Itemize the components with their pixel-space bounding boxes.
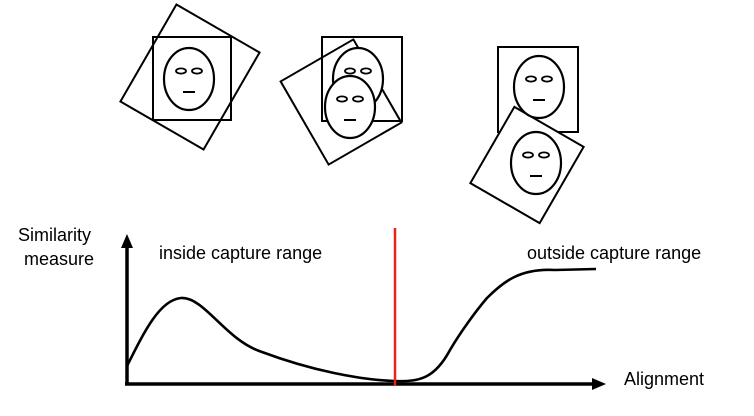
face-icon: [509, 130, 563, 196]
face-icon: [512, 54, 566, 120]
outside-capture-range-label: outside capture range: [527, 243, 702, 263]
similarity-curve: [125, 267, 597, 383]
image-pair-slight-offset: [279, 36, 403, 166]
y-axis-label-line1: Similarity: [18, 225, 92, 245]
x-axis-label: Alignment: [624, 369, 705, 389]
image-pair-aligned: [119, 3, 261, 151]
face-icon: [323, 74, 377, 140]
y-axis-arrowhead: [121, 234, 133, 248]
inside-capture-range-label: inside capture range: [159, 243, 323, 263]
face-icon: [162, 46, 216, 112]
reference-frame: [152, 36, 232, 121]
y-axis-label-line2: measure: [24, 249, 95, 269]
x-axis-arrowhead: [592, 378, 606, 390]
image-pair-large-offset: [468, 46, 586, 225]
